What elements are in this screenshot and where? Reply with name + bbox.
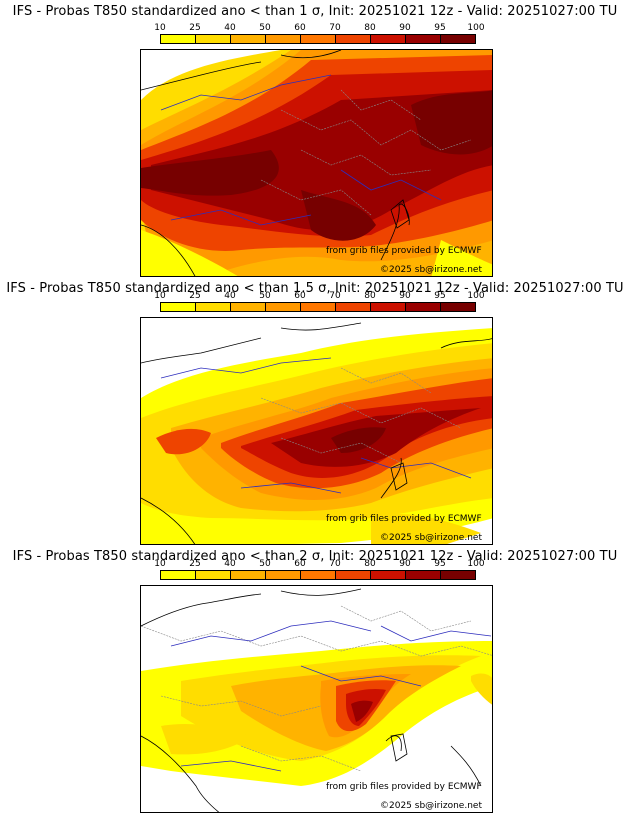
colorbar-swatch — [266, 571, 301, 579]
panel-1-colorbar — [160, 34, 476, 44]
panel-1-credit-copyright: ©2025 sb@irizone.net — [380, 265, 482, 275]
tick-label: 70 — [329, 23, 341, 33]
colorbar-swatch — [301, 303, 336, 311]
panel-2-colorbar — [160, 302, 476, 312]
panel-3-map[interactable] — [140, 585, 493, 813]
colorbar-swatch — [266, 303, 301, 311]
panel-3-credit-source: from grib files provided by ECMWF — [326, 782, 482, 792]
tick-label: 50 — [259, 23, 271, 33]
tick-label: 100 — [467, 559, 485, 569]
tick-label: 50 — [259, 291, 271, 301]
colorbar-swatch — [336, 303, 371, 311]
tick-label: 95 — [434, 291, 446, 301]
panel-1-credit-source: from grib files provided by ECMWF — [326, 246, 482, 256]
tick-label: 40 — [224, 23, 236, 33]
tick-label: 90 — [399, 23, 411, 33]
tick-label: 80 — [364, 23, 376, 33]
colorbar-swatch — [301, 35, 336, 43]
tick-label: 95 — [434, 559, 446, 569]
colorbar-swatch — [336, 571, 371, 579]
colorbar-swatch — [196, 303, 231, 311]
tick-label: 70 — [329, 291, 341, 301]
colorbar-swatch — [196, 571, 231, 579]
colorbar-swatch — [231, 571, 266, 579]
tick-label: 10 — [154, 291, 166, 301]
colorbar-swatch — [406, 303, 441, 311]
colorbar-swatch — [371, 35, 406, 43]
colorbar-swatch — [196, 35, 231, 43]
colorbar-swatch — [231, 303, 266, 311]
colorbar-swatch — [161, 35, 196, 43]
colorbar-swatch — [371, 571, 406, 579]
panel-1-colorbar-labels: 10 25 40 50 60 70 80 90 95 100 — [154, 23, 484, 34]
colorbar-swatch — [161, 303, 196, 311]
colorbar-swatch — [441, 571, 475, 579]
tick-label: 95 — [434, 23, 446, 33]
tick-label: 10 — [154, 23, 166, 33]
panel-1-title: IFS - Probas T850 standardized ano < tha… — [12, 4, 618, 19]
tick-label: 70 — [329, 559, 341, 569]
panel-2-colorbar-labels: 10 25 40 50 60 70 80 90 95 100 — [154, 291, 484, 302]
tick-label: 90 — [399, 291, 411, 301]
tick-label: 80 — [364, 559, 376, 569]
colorbar-swatch — [231, 35, 266, 43]
panel-3-title: IFS - Probas T850 standardized ano < tha… — [12, 549, 618, 564]
colorbar-swatch — [301, 571, 336, 579]
colorbar-swatch — [406, 571, 441, 579]
tick-label: 10 — [154, 559, 166, 569]
tick-label: 60 — [294, 559, 306, 569]
tick-label: 100 — [467, 291, 485, 301]
panel-3-colorbar — [160, 570, 476, 580]
colorbar-swatch — [441, 303, 475, 311]
panel-2-credit-source: from grib files provided by ECMWF — [326, 514, 482, 524]
tick-label: 100 — [467, 23, 485, 33]
tick-label: 60 — [294, 291, 306, 301]
panel-3-colorbar-labels: 10 25 40 50 60 70 80 90 95 100 — [154, 559, 484, 570]
tick-label: 25 — [189, 291, 201, 301]
colorbar-swatch — [161, 571, 196, 579]
panel-1-map[interactable] — [140, 49, 493, 277]
tick-label: 50 — [259, 559, 271, 569]
tick-label: 25 — [189, 23, 201, 33]
tick-label: 25 — [189, 559, 201, 569]
colorbar-swatch — [406, 35, 441, 43]
panel-2-credit-copyright: ©2025 sb@irizone.net — [380, 533, 482, 543]
tick-label: 60 — [294, 23, 306, 33]
colorbar-swatch — [266, 35, 301, 43]
tick-label: 90 — [399, 559, 411, 569]
colorbar-swatch — [441, 35, 475, 43]
tick-label: 40 — [224, 559, 236, 569]
tick-label: 80 — [364, 291, 376, 301]
panel-2-map[interactable] — [140, 317, 493, 545]
colorbar-swatch — [336, 35, 371, 43]
colorbar-swatch — [371, 303, 406, 311]
panel-2-title: IFS - Probas T850 standardized ano < tha… — [6, 281, 624, 296]
tick-label: 40 — [224, 291, 236, 301]
panel-3-credit-copyright: ©2025 sb@irizone.net — [380, 801, 482, 811]
